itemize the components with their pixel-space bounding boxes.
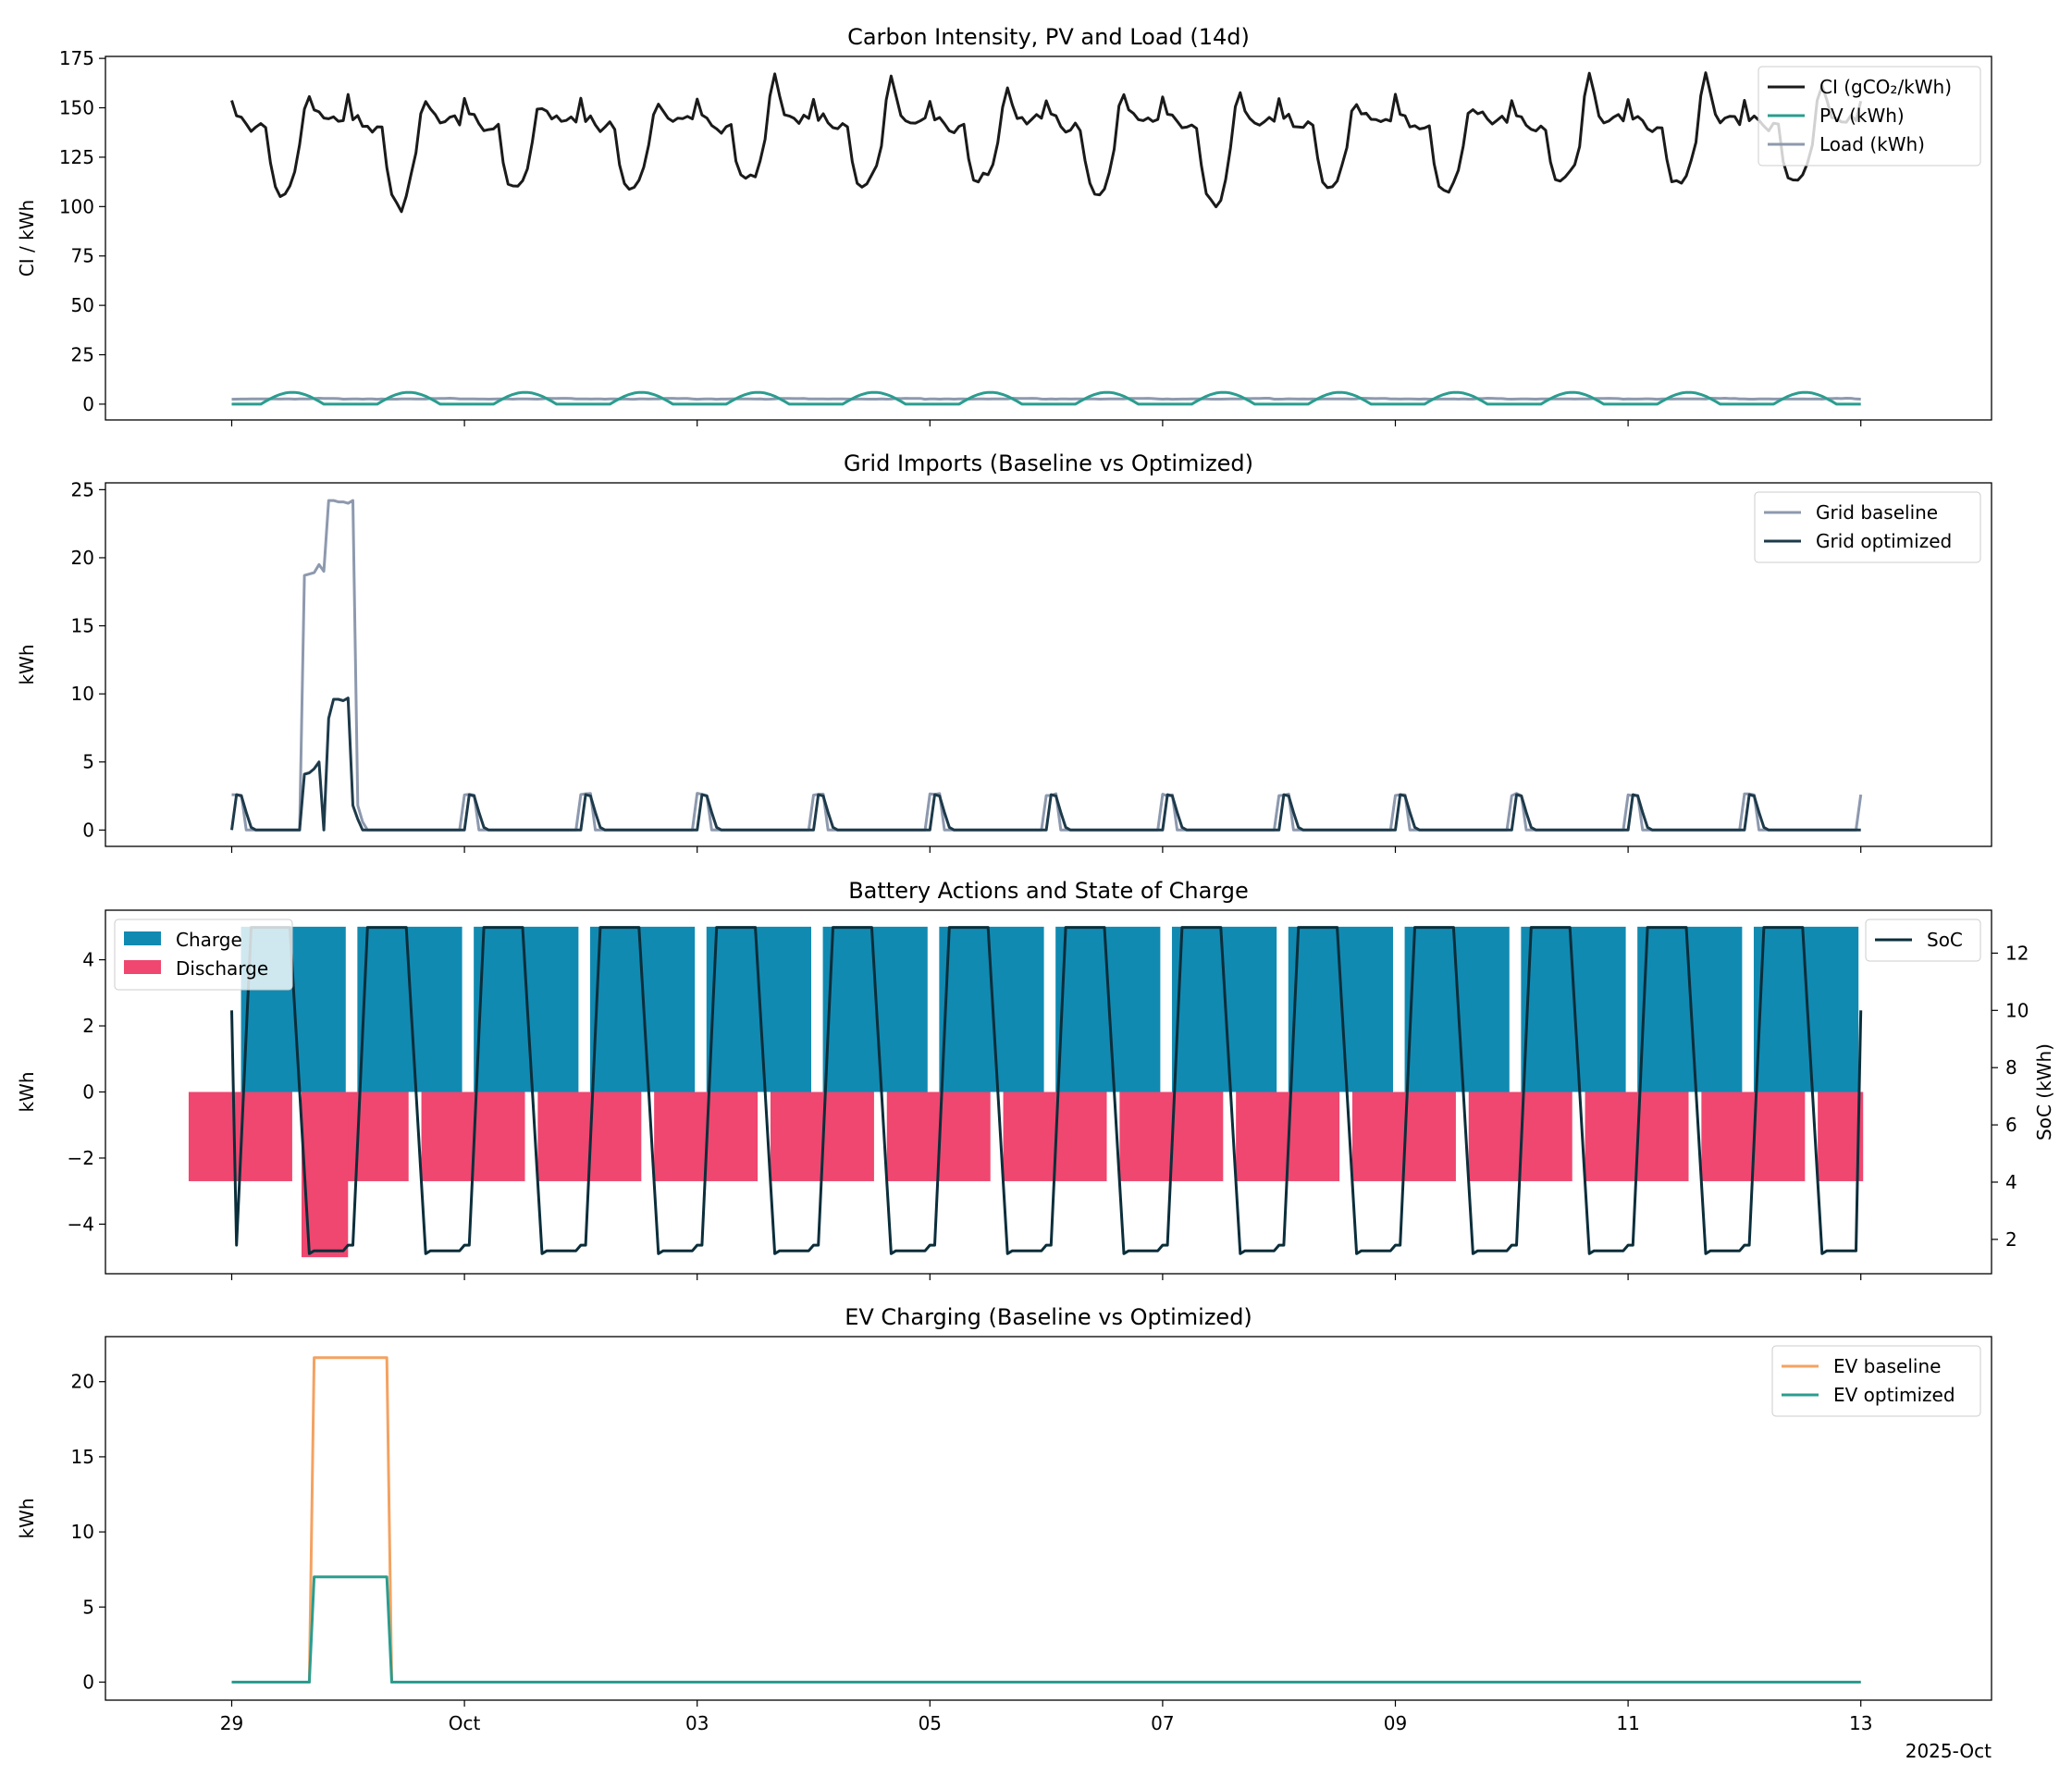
chart-panel-2: Grid Imports (Baseline vs Optimized) 0 5 10…: [16, 450, 1992, 853]
y-tick-label: 0: [82, 393, 94, 415]
y-tick-label: 10: [71, 1521, 94, 1543]
grid-baseline-line: [231, 499, 1863, 832]
y-tick-label: 5: [82, 751, 94, 773]
y-tick-label: 175: [59, 47, 94, 69]
legend-swatch: [124, 960, 161, 974]
x-tick-label: 11: [1616, 1712, 1639, 1734]
y-axis-label: kWh: [16, 1071, 38, 1112]
x-tick-label: 13: [1849, 1712, 1872, 1734]
legend-entry: Grid baseline: [1816, 501, 1938, 524]
x-tick-label: 09: [1384, 1712, 1407, 1734]
y-tick-label: 4: [82, 949, 94, 971]
x-tick-label: 29: [220, 1712, 243, 1734]
x-tick-label: 05: [919, 1712, 942, 1734]
chart-title: Carbon Intensity, PV and Load (14d): [847, 24, 1250, 50]
y-axis-label: kWh: [16, 644, 38, 684]
y-tick-label: 0: [82, 1081, 94, 1104]
discharge-bar: [1818, 1092, 1864, 1181]
chart-panel-3: Battery Actions and State of Charge −4 −2 0…: [16, 878, 2055, 1280]
y-tick-label: 2: [2005, 1228, 2017, 1251]
legend-entry: EV baseline: [1833, 1355, 1941, 1377]
y-tick-label: 150: [59, 97, 94, 119]
y-tick-label: 25: [71, 478, 94, 500]
legend-swatch: [124, 931, 161, 945]
y-tick-label: 5: [82, 1596, 94, 1618]
legend-box: [1865, 919, 1981, 962]
legend-entry: Charge: [176, 929, 242, 951]
ev-optimized-line: [231, 1575, 1861, 1684]
x-tick-label: Oct: [449, 1712, 481, 1734]
ev-baseline-line: [231, 1356, 1861, 1684]
y-tick-label: 15: [71, 615, 94, 637]
y-tick-label: 125: [59, 146, 94, 168]
y-tick-label: 25: [71, 344, 94, 366]
legend-entry: SoC: [1927, 929, 1963, 951]
discharge-bar: [301, 1092, 349, 1258]
grid-optimized-line: [230, 697, 1861, 832]
legend-entry: Grid optimized: [1816, 530, 1952, 552]
y-tick-label: 10: [71, 683, 94, 705]
y-tick-label: 2: [82, 1015, 94, 1037]
y-tick-label: 12: [2005, 942, 2029, 964]
y-tick-label: 0: [82, 819, 94, 841]
date-offset-label: 2025-Oct: [1906, 1740, 1992, 1762]
legend-box: [1758, 66, 1981, 166]
chart-title: Grid Imports (Baseline vs Optimized): [844, 450, 1253, 476]
chart-panel-1: Carbon Intensity, PV and Load (14d) 0 25 50…: [16, 24, 1992, 426]
legend-entry: Discharge: [176, 957, 268, 980]
y-tick-label: 4: [2005, 1171, 2017, 1193]
plot-frame: [105, 482, 1992, 847]
x-tick-label: 07: [1151, 1712, 1174, 1734]
y-tick-label: 15: [71, 1446, 94, 1468]
legend-entry: CI (gCO₂/kWh): [1819, 76, 1952, 98]
legend-entry: Load (kWh): [1819, 133, 1925, 155]
legend-entry: EV optimized: [1833, 1384, 1955, 1406]
pv-line: [231, 390, 1861, 406]
y-tick-label: 8: [2005, 1056, 2017, 1079]
load-line: [231, 397, 1861, 401]
chart-title: EV Charging (Baseline vs Optimized): [845, 1304, 1252, 1330]
y-axis-label: CI / kWh: [16, 200, 38, 277]
y-axis-label: kWh: [16, 1498, 38, 1538]
chart-title: Battery Actions and State of Charge: [848, 878, 1249, 904]
ci-line: [230, 71, 1863, 214]
y-tick-label: 20: [71, 547, 94, 569]
soc-line: [230, 926, 1863, 1255]
y-tick-label: −2: [68, 1147, 94, 1169]
y-tick-label: −4: [68, 1213, 94, 1235]
x-tick-label: 03: [685, 1712, 709, 1734]
y-tick-label: 20: [71, 1371, 94, 1393]
y-tick-label: 6: [2005, 1114, 2017, 1136]
legend-box: [1771, 1345, 1981, 1417]
y-tick-label: 75: [71, 245, 94, 267]
chart-panel-4: EV Charging (Baseline vs Optimized)05101…: [16, 1304, 1992, 1762]
y-tick-label: 0: [82, 1671, 94, 1694]
plot-frame: [105, 1336, 1992, 1701]
legend-box: [1754, 491, 1981, 563]
legend-entry: PV (kWh): [1819, 105, 1905, 127]
y-tick-label: 50: [71, 294, 94, 316]
y-tick-label: 100: [59, 195, 94, 217]
y2-axis-label: SoC (kWh): [2033, 1043, 2055, 1141]
plot-frame: [105, 56, 1992, 421]
y-tick-label: 10: [2005, 999, 2029, 1021]
